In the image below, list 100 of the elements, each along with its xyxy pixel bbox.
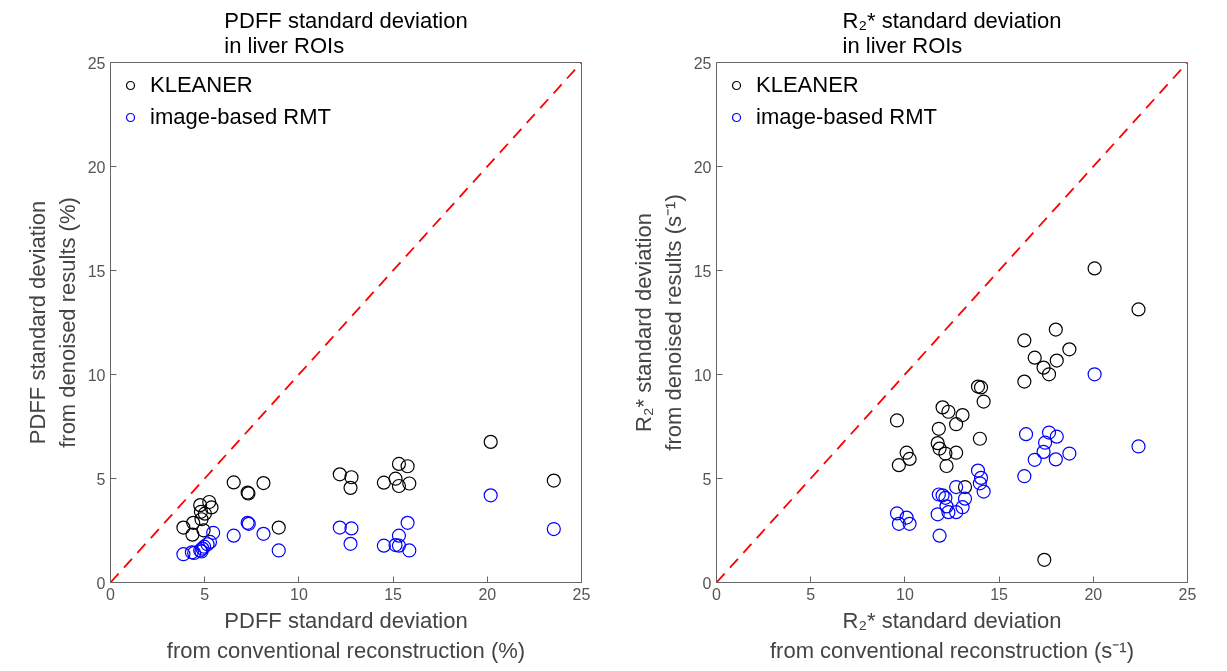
- point: [949, 479, 964, 495]
- point: [546, 473, 561, 488]
- point: [1017, 333, 1032, 348]
- point: [256, 475, 271, 491]
- point: [400, 459, 415, 474]
- point: [186, 515, 201, 530]
- y-axis-title: R₂* standard deviation from denoised results (s⁻¹): [630, 194, 686, 451]
- point: [976, 394, 991, 409]
- point: [176, 547, 191, 562]
- y-tick-label: 10: [87, 366, 106, 384]
- point: [343, 480, 358, 495]
- point: [1131, 302, 1146, 317]
- point: [889, 413, 905, 428]
- point: [1017, 469, 1032, 484]
- point: [1131, 439, 1146, 454]
- point: [1036, 360, 1051, 375]
- point: [932, 441, 947, 456]
- legend-label: KLEANER: [150, 72, 253, 98]
- point: [970, 463, 986, 478]
- point: [957, 479, 973, 495]
- point: [391, 538, 407, 553]
- point: [483, 488, 498, 503]
- point: [1041, 425, 1057, 440]
- point: [1049, 429, 1064, 444]
- point: [1017, 374, 1032, 389]
- point: [344, 521, 359, 536]
- point: [902, 451, 917, 467]
- y-tick-label: 0: [702, 574, 712, 592]
- point: [930, 507, 945, 522]
- point: [973, 470, 989, 485]
- point: [193, 498, 208, 513]
- y-tick-label: 20: [87, 158, 106, 176]
- point: [483, 434, 498, 449]
- point: [402, 476, 417, 491]
- point: [935, 400, 950, 415]
- point: [1087, 261, 1102, 276]
- point: [376, 538, 391, 553]
- y-tick-label: 15: [87, 262, 106, 280]
- point: [400, 515, 415, 530]
- point: [939, 499, 954, 514]
- point: [206, 525, 221, 540]
- point: [193, 504, 209, 519]
- y-tick-label: 20: [693, 158, 712, 176]
- point: [271, 543, 286, 558]
- legend-label: image-based RMT: [150, 104, 331, 130]
- point: [1062, 342, 1077, 357]
- y-tick-label: 25: [693, 54, 712, 72]
- point: [1087, 367, 1102, 382]
- point: [972, 431, 987, 446]
- point: [376, 475, 391, 490]
- point: [938, 446, 953, 461]
- point: [194, 512, 209, 527]
- point: [972, 476, 987, 491]
- point: [332, 467, 347, 482]
- point: [1037, 552, 1052, 567]
- point: [391, 478, 407, 494]
- chart-title: PDFF standard deviation in liver ROIs: [224, 7, 468, 58]
- point: [1027, 350, 1042, 365]
- y-tick-label: 15: [693, 262, 712, 280]
- point: [891, 516, 906, 531]
- point: [204, 500, 219, 515]
- y-tick-label: 5: [96, 470, 106, 488]
- point: [196, 523, 211, 538]
- point: [930, 436, 945, 451]
- point: [1036, 444, 1051, 459]
- point: [949, 417, 964, 432]
- y-tick-label: 25: [87, 54, 106, 72]
- point: [955, 407, 970, 423]
- point: [226, 475, 241, 490]
- point: [932, 528, 947, 543]
- x-axis-title: PDFF standard deviation from conventional reconstruction (%): [166, 607, 526, 663]
- y-tick-label: 0: [96, 574, 106, 592]
- x-tick-label: 5: [806, 585, 816, 603]
- point: [202, 494, 217, 510]
- point: [949, 505, 964, 520]
- point: [899, 445, 914, 460]
- point: [1041, 367, 1057, 382]
- chart-title: R₂* standard deviation in liver ROIs: [842, 7, 1062, 58]
- point: [1049, 353, 1064, 368]
- legend-label: KLEANER: [756, 72, 859, 98]
- point: [1037, 435, 1053, 450]
- x-tick-label: 15: [990, 585, 1009, 603]
- y-axis-title: PDFF standard deviation from denoised results (%): [24, 197, 80, 448]
- point: [1018, 427, 1034, 442]
- point: [226, 528, 241, 543]
- x-tick-label: 20: [1084, 585, 1103, 603]
- x-tick-label: 5: [200, 585, 210, 603]
- point: [941, 404, 956, 419]
- x-tick-label: 25: [572, 585, 591, 603]
- point: [197, 506, 212, 521]
- point: [889, 506, 905, 521]
- point: [1062, 446, 1077, 461]
- legend-label: image-based RMT: [756, 104, 937, 130]
- point: [1027, 452, 1042, 467]
- point: [1048, 452, 1063, 467]
- point: [931, 487, 946, 502]
- x-tick-label: 10: [290, 585, 308, 603]
- point: [976, 484, 991, 499]
- point: [1048, 322, 1063, 337]
- point: [902, 516, 917, 531]
